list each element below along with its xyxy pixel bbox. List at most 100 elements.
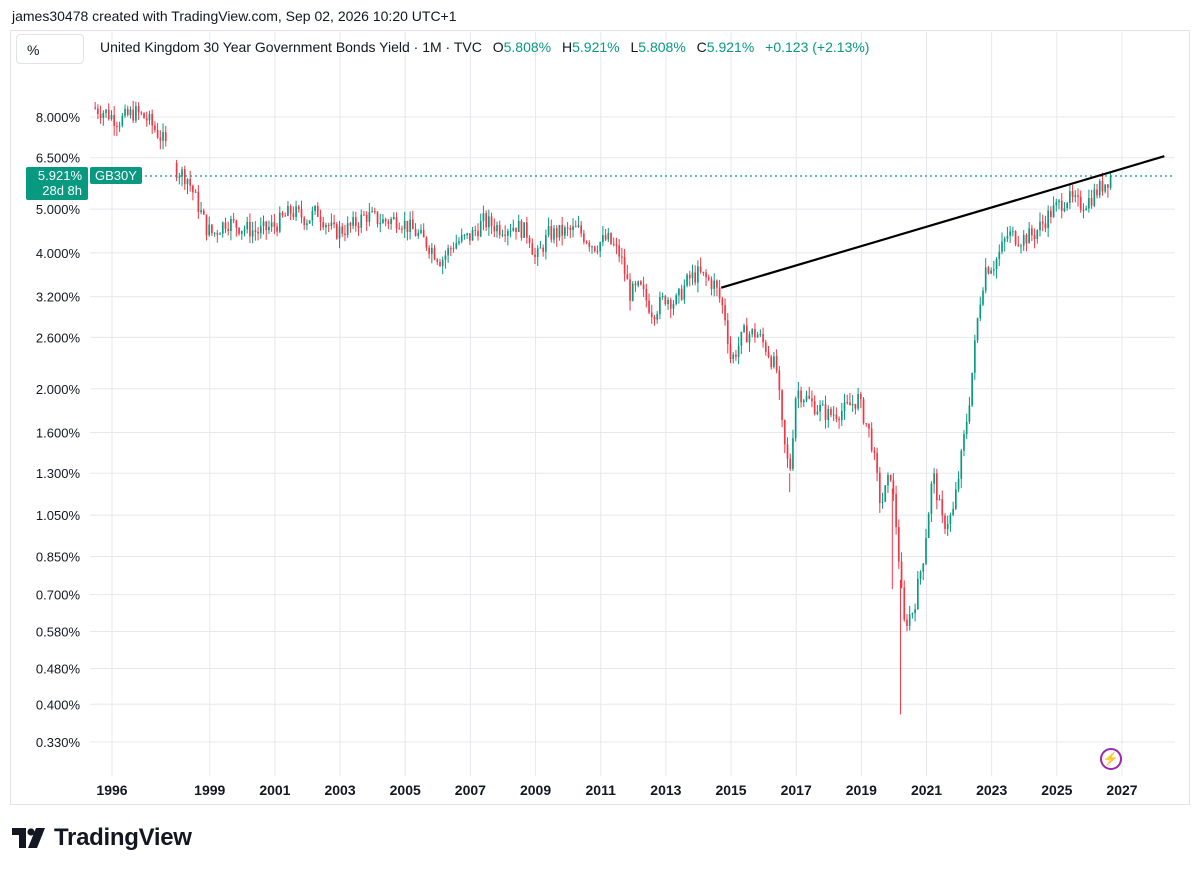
scale-percent-button[interactable]: %	[16, 34, 84, 64]
candle-body	[262, 221, 265, 227]
candle-body	[341, 226, 344, 234]
candle-body	[126, 108, 129, 116]
candle-body	[200, 210, 202, 213]
candle-body	[868, 423, 870, 429]
candle-body	[938, 499, 941, 501]
candle-body	[572, 226, 574, 230]
candle-body	[857, 394, 859, 409]
candle-body	[528, 237, 531, 244]
candle-body	[884, 485, 887, 502]
candle-body	[175, 163, 178, 178]
candle-body	[710, 279, 713, 289]
x-tick-label: 2021	[911, 782, 942, 798]
y-tick-label: 0.580%	[36, 624, 81, 639]
candle-body	[221, 222, 224, 234]
candle-body	[1082, 210, 1085, 212]
lightning-icon[interactable]: ⚡	[1100, 748, 1122, 770]
change-value: +0.123 (+2.13%)	[765, 39, 870, 55]
candle-body	[640, 281, 642, 285]
y-axis-labels: 8.000% 6.500% 5.000% 4.000% 3.200% 2.600% 2.00…	[36, 110, 81, 750]
candle-body	[539, 247, 542, 249]
candle-body	[297, 206, 300, 210]
candle-body	[669, 299, 672, 309]
candle-body	[493, 225, 496, 232]
candle-body	[637, 281, 640, 286]
candle-body	[819, 405, 821, 412]
candle-body	[694, 272, 697, 283]
candle-body	[349, 223, 352, 226]
x-axis-labels: 1996 1999 2001 2003 2005 2007 2009 2011 2013 2015…	[96, 782, 1137, 798]
candle-body	[607, 232, 610, 240]
candle-body	[1058, 200, 1060, 203]
tradingview-wordmark: TradingView	[54, 824, 192, 851]
candle-body	[925, 537, 927, 564]
candle-body	[257, 231, 259, 234]
candle-body	[808, 395, 811, 399]
candle-body	[333, 222, 335, 225]
candle-body	[1047, 210, 1049, 229]
candle-body	[577, 225, 580, 227]
candle-body	[900, 561, 903, 588]
candle-body	[876, 452, 878, 473]
candle-body	[683, 285, 686, 300]
candle-body	[526, 222, 528, 238]
candle-body	[303, 217, 306, 226]
candle-body	[151, 113, 154, 126]
candle-body	[827, 408, 830, 420]
y-tick-label: 2.600%	[36, 330, 81, 345]
y-tick-label: 5.000%	[36, 202, 81, 217]
candle-body	[631, 283, 634, 301]
candle-body	[550, 226, 553, 240]
candle-body	[137, 106, 140, 113]
candle-body	[705, 272, 707, 278]
candle-body	[903, 587, 906, 620]
candle-body	[110, 115, 113, 120]
trendline[interactable]	[720, 155, 1165, 289]
candle-body	[621, 256, 623, 258]
candle-body	[873, 450, 876, 453]
symbol-title: United Kingdom 30 Year Government Bonds …	[100, 39, 482, 55]
candle-body	[968, 405, 971, 422]
candle-body	[439, 261, 441, 266]
candle-body	[148, 113, 151, 121]
candle-body	[1055, 202, 1058, 206]
candle-body	[406, 220, 409, 232]
candle-body	[927, 513, 930, 538]
candle-body	[954, 489, 957, 509]
candle-body	[697, 266, 699, 283]
y-tick-label: 1.050%	[36, 508, 81, 523]
y-tick-label: 0.480%	[36, 662, 81, 677]
candle-body	[94, 107, 97, 109]
candle-body	[143, 113, 145, 119]
candle-body	[1109, 175, 1112, 188]
candle-body	[240, 230, 243, 234]
candle-body	[830, 408, 832, 415]
candle-body	[520, 220, 523, 238]
candle-body	[623, 257, 626, 275]
candle-body	[1028, 228, 1030, 244]
candle-body	[946, 524, 949, 529]
candle-body	[686, 274, 688, 286]
candle-body	[1107, 184, 1109, 188]
candle-body	[316, 205, 319, 217]
candle-body	[599, 242, 602, 252]
candle-body	[213, 232, 216, 234]
candle-body	[688, 274, 691, 279]
candle-body	[1090, 197, 1093, 206]
candle-body	[202, 210, 205, 215]
candle-body	[354, 217, 357, 226]
candle-body	[1077, 195, 1079, 197]
candle-body	[284, 215, 287, 217]
candle-body	[588, 242, 591, 247]
candle-body	[1036, 230, 1039, 240]
candle-body	[602, 235, 604, 243]
chart-frame[interactable]	[10, 30, 1190, 805]
candle-body	[1020, 245, 1022, 247]
candle-body	[474, 229, 477, 231]
candle-body	[664, 296, 667, 305]
candle-body	[452, 248, 455, 250]
candle-body	[436, 259, 439, 262]
candle-body	[211, 224, 213, 234]
candle-body	[735, 354, 737, 357]
